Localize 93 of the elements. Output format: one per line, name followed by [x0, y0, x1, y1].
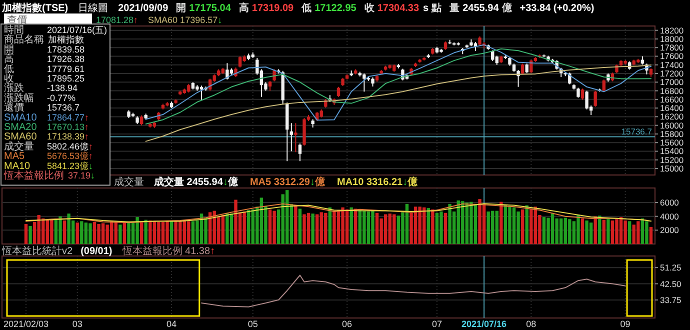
chart-title: 恆本益比統計v2 [1, 245, 73, 257]
y-tick-label: 16400 [660, 103, 684, 114]
y-tick-label: 18200 [660, 25, 684, 36]
annotation: 17864.77↑ [47, 112, 90, 122]
y-tick-label: 4000 [660, 211, 680, 222]
annotation: MA5 [4, 151, 25, 162]
x-tick-label: 04 [166, 319, 177, 329]
text: 低 [300, 2, 312, 14]
annotation: 15736.7 [47, 102, 80, 113]
y-tick-label: 15200 [660, 154, 684, 165]
x-tick-label: 2021/07/16 [462, 319, 507, 329]
y-tick-label: 18000 [660, 34, 684, 44]
y-tick-label: 42.50 [660, 278, 682, 289]
text: s [423, 3, 430, 14]
text: ↓億 [310, 177, 325, 188]
annotation: 漲跌幅 [4, 92, 34, 104]
y-tick-label: 15800 [660, 128, 684, 139]
text: ↓ [218, 15, 222, 25]
y-tick-label: 17000 [660, 77, 684, 88]
y-tick-label: 16600 [660, 94, 684, 104]
y-tick-label: 15000 [660, 164, 684, 174]
annotation: 還價 [4, 102, 24, 114]
text: 億 [500, 2, 513, 14]
y-tick-label: 6000 [660, 198, 680, 208]
annotation: 恆本益報比例 [3, 170, 64, 182]
annotation: (09/01) [80, 246, 112, 257]
x-tick-label: 07 [432, 319, 442, 329]
text: ↓億 [402, 177, 418, 188]
y-tick-label: 2000 [660, 225, 680, 236]
text: 收 [4, 74, 14, 84]
annotation: 成交量 [4, 140, 34, 152]
annotation: 17670.13↑ [47, 122, 90, 132]
text: 點 [430, 2, 442, 14]
text: 17175.04 [189, 3, 232, 14]
y-tick-label: 17600 [660, 51, 684, 62]
text: SMA60 17396.57 [148, 15, 218, 25]
annotation: 商品名稱 [4, 34, 44, 46]
annotation: 加權指數 [48, 34, 84, 45]
annotation: 5676.53億↑ [47, 151, 94, 162]
annotation: -138.94 [47, 83, 78, 94]
text: 2455.94 [462, 3, 500, 14]
ref-line-label: 15736.7 [621, 126, 652, 137]
text: +33.84 (+0.20%) [520, 3, 594, 14]
annotation: -0.77% [47, 92, 76, 103]
text: 高 [238, 2, 249, 14]
text: 17319.09 [252, 3, 294, 14]
text: 高 [4, 53, 14, 66]
text: 開 [4, 44, 14, 56]
x-tick-label: 06 [342, 319, 352, 329]
text: MA5 3312.29 [250, 177, 310, 188]
annotation: 17138.39↑ [47, 132, 90, 142]
text: SMA20 [4, 122, 37, 133]
text: 收 [364, 2, 376, 14]
text: 低 [4, 64, 14, 75]
y-tick-label: 16000 [660, 120, 684, 130]
x-tick-label: 08 [526, 319, 536, 329]
y-tick-label: 17800 [660, 42, 684, 53]
chart-subtitle: 日線圖 [78, 3, 108, 14]
x-tick-label: 09 [620, 319, 630, 329]
text: 2021/09/09 [118, 3, 169, 14]
text: 恆本益報比例 41.38 [122, 246, 210, 257]
annotation: 17779.61 [47, 64, 85, 74]
y-tick-label: 15400 [660, 146, 684, 156]
text: 量 [448, 2, 460, 14]
text: MA10 3316.21 [336, 177, 403, 188]
y-tick-label: 17400 [660, 60, 684, 70]
annotation: 2021/07/16(五) [47, 25, 108, 35]
x-tick-label: 03 [72, 319, 82, 329]
chart-title: 成交量 [114, 176, 144, 188]
text: 開 [176, 2, 186, 14]
text: SMA10 [4, 112, 37, 124]
text: ↑ [210, 246, 216, 257]
annotation: 5841.23億↓ [47, 160, 94, 171]
chart-title: 加權指數(TSE) [1, 2, 68, 14]
y-tick-label: 16800 [660, 86, 684, 96]
text: 成交量 2455.94↓億 [153, 176, 239, 188]
annotation: 查價 [7, 14, 27, 26]
x-tick-label: 05 [248, 319, 258, 329]
x-tick-label: 2021/02/03 [3, 319, 49, 329]
annotation: 17926.38 [47, 54, 85, 64]
text: 17304.33 [377, 3, 420, 14]
y-tick-label: 15600 [660, 138, 684, 148]
y-tick-label: 51.25 [660, 262, 682, 273]
annotation: 5802.46億↑ [47, 141, 94, 152]
y-tick-label: 17200 [660, 68, 684, 79]
text: 17081.28↑ [96, 15, 138, 25]
y-tick-label: 33.75 [660, 294, 682, 305]
text: 17122.95 [314, 3, 357, 14]
annotation: 時間 [4, 24, 24, 36]
y-tick-label: 16200 [660, 112, 684, 122]
annotation: 17895.25 [47, 74, 85, 84]
annotation: 37.19↓ [68, 170, 96, 180]
annotation: 17839.58 [47, 44, 85, 54]
